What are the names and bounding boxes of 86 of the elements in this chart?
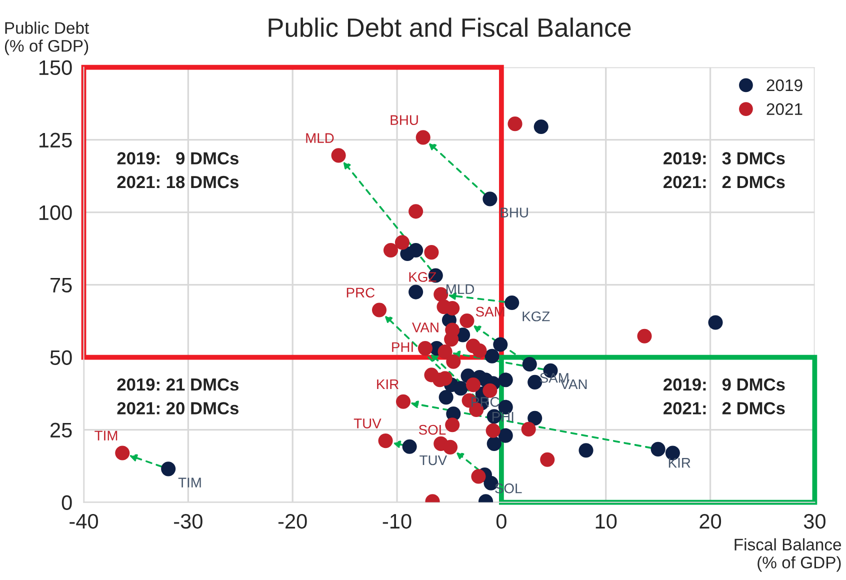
point	[438, 390, 454, 405]
legend-label: 2019	[766, 79, 802, 92]
point	[408, 204, 424, 219]
point	[504, 295, 520, 310]
point	[578, 443, 594, 458]
point	[446, 354, 461, 369]
annotation: TUV	[420, 455, 447, 466]
point	[402, 439, 417, 454]
annotation: KGZ	[522, 311, 550, 322]
annotation: 2019: 9 DMCs 2021: 2 DMCs	[664, 378, 785, 414]
x-tick-label: -30	[174, 514, 202, 529]
point	[498, 372, 513, 388]
point	[372, 302, 387, 318]
x-tick-label: -40	[70, 514, 98, 529]
point	[115, 446, 130, 460]
point	[540, 452, 555, 467]
point	[637, 328, 652, 344]
point	[418, 341, 432, 356]
y-tick-label: 25	[50, 422, 72, 438]
point	[453, 381, 468, 396]
x-tick-label: -10	[382, 514, 412, 529]
y-tick-label: 125	[39, 132, 72, 148]
annotation: 2019: 21 DMCs 2021: 20 DMCs	[117, 378, 238, 414]
point	[438, 344, 452, 360]
x-tick-label: 0	[496, 514, 506, 529]
point	[486, 436, 502, 451]
y-tick-label: 150	[39, 60, 72, 76]
y-tick-label: 100	[39, 205, 72, 220]
annotation: VAN	[412, 322, 438, 332]
point	[498, 428, 513, 443]
point	[378, 434, 393, 448]
x-tick-label: 10	[596, 514, 617, 529]
y-tick-label: 75	[50, 278, 72, 293]
annotation: TIM	[94, 430, 118, 440]
annotation: SOL	[418, 424, 446, 435]
point	[442, 440, 458, 454]
point	[508, 116, 522, 132]
point	[400, 246, 415, 262]
annotation: KIR	[668, 458, 690, 468]
point	[522, 356, 537, 372]
annotation: TUV	[354, 418, 382, 428]
point	[416, 130, 430, 145]
point	[445, 300, 460, 316]
point	[383, 242, 398, 258]
annotation: 2019: 3 DMCs 2021: 2 DMCs	[664, 152, 785, 188]
point	[445, 418, 460, 432]
point	[424, 245, 439, 260]
annotation: MLD	[446, 284, 474, 294]
point	[396, 394, 411, 409]
x-tick-label: -20	[278, 514, 307, 529]
point	[331, 148, 346, 163]
y-axis-title: Public Debt (% of GDP)	[4, 22, 90, 56]
point	[650, 442, 666, 456]
point	[394, 235, 410, 250]
x-tick-label: 20	[700, 514, 722, 529]
x-axis-title: Fiscal Balance (% of GDP)	[734, 538, 842, 572]
annotation: KIR	[377, 379, 398, 390]
point	[444, 332, 459, 347]
point	[408, 284, 424, 300]
point	[708, 315, 723, 330]
annotation: 2019: 9 DMCs 2021: 18 DMCs	[117, 152, 238, 188]
legend-label: 2021	[766, 103, 802, 116]
y-tick-label: 50	[50, 350, 72, 366]
point	[486, 423, 500, 438]
point	[472, 343, 487, 358]
y-tick-label: 0	[62, 495, 72, 510]
point	[528, 410, 542, 426]
point	[460, 313, 474, 328]
point	[471, 469, 486, 484]
chart-title: Public Debt and Fiscal Balance	[268, 18, 631, 37]
point	[534, 119, 548, 134]
point	[466, 378, 481, 392]
annotation: PRC	[472, 397, 500, 407]
annotation: PRC	[346, 288, 375, 298]
point	[484, 348, 500, 364]
annotation: MLD	[306, 133, 334, 143]
point	[521, 422, 536, 436]
annotation: PHI	[492, 412, 514, 422]
annotation: PHI	[392, 342, 413, 352]
point	[161, 462, 176, 476]
x-tick-label: 30	[804, 514, 826, 529]
annotation: TIM	[178, 478, 201, 488]
point	[482, 192, 498, 206]
point	[482, 383, 498, 398]
annotation: BHU	[390, 115, 418, 125]
point	[434, 287, 448, 302]
